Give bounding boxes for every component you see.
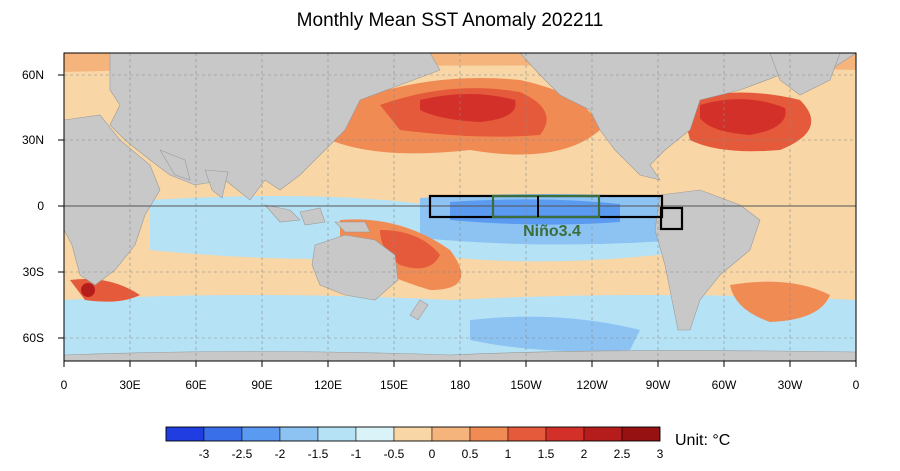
map-gridlines <box>64 53 856 361</box>
colorbar-swatches <box>165 426 661 442</box>
colorbar-label: 2.5 <box>614 447 631 461</box>
lat-label-60s: 60S <box>23 331 44 345</box>
land-eurasia <box>109 53 441 201</box>
lon-label-90w: 90W <box>646 378 671 392</box>
lat-labels: 60N 30N 0 30S 60S <box>22 68 44 345</box>
colorbar-swatch <box>393 426 433 442</box>
colorbar-swatch <box>241 426 281 442</box>
colorbar-label: 1.5 <box>538 447 555 461</box>
lon-label-120e: 120E <box>314 378 342 392</box>
colorbar-swatch <box>355 426 395 442</box>
land-arabia <box>159 149 191 181</box>
colorbar-label: -2 <box>275 447 286 461</box>
lon-label-60w: 60W <box>712 378 737 392</box>
lon-label-150e: 150E <box>380 378 408 392</box>
lon-label-90e: 90E <box>251 378 272 392</box>
colorbar-label: -3 <box>199 447 210 461</box>
colorbar-labels: -3 -2.5 -2 -1.5 -1 -0.5 0 0.5 1 1.5 2 2.5 3 <box>199 447 664 461</box>
colorbar-label: -0.5 <box>384 447 405 461</box>
unit-label: Unit: °C <box>675 432 731 449</box>
colorbar-frame <box>165 426 661 442</box>
colorbar-swatch <box>279 426 319 442</box>
colorbar-label: -1.5 <box>308 447 329 461</box>
colorbar-label: -1 <box>351 447 362 461</box>
land-borneo <box>299 207 326 226</box>
nino-region-boxes <box>428 194 684 231</box>
land-greenland <box>769 53 841 96</box>
colorbar-label: 0.5 <box>462 447 479 461</box>
colorbar-swatch <box>317 426 357 442</box>
land-india <box>204 169 229 199</box>
lon-label-180: 180 <box>450 378 470 392</box>
map-title: Monthly Mean SST Anomaly 202211 <box>296 10 604 31</box>
colorbar-swatch <box>583 426 623 442</box>
colorbar-label: -2.5 <box>232 447 253 461</box>
lon-label-0-right: 0 <box>853 378 860 392</box>
warm-spot-south-indian <box>81 283 95 297</box>
land-new-guinea <box>334 221 371 233</box>
colorbar-label: 0 <box>429 447 436 461</box>
lon-label-30e: 30E <box>119 378 140 392</box>
lat-label-30n: 30N <box>22 133 44 147</box>
lon-label-60e: 60E <box>185 378 206 392</box>
cool-core-nino <box>450 199 620 225</box>
colorbar-label: 3 <box>657 447 664 461</box>
lat-ticks <box>58 74 64 339</box>
colorbar-swatch <box>469 426 509 442</box>
nino34-box <box>491 194 601 219</box>
colorbar-label: 2 <box>581 447 588 461</box>
colorbar-swatch <box>203 426 243 442</box>
lon-labels: 0 30E 60E 90E 120E 150E 180 150W 120W 90… <box>61 378 860 392</box>
colorbar-swatch <box>507 426 547 442</box>
colorbar-swatch <box>545 426 585 442</box>
nino34-label: Niño3.4 <box>523 223 581 240</box>
lon-ticks <box>63 361 857 367</box>
warm-core-north-atlantic <box>700 99 786 135</box>
colorbar-swatch <box>621 426 661 442</box>
lat-label-0: 0 <box>37 199 44 213</box>
warm-patch-south-atlantic <box>730 281 830 322</box>
lon-label-30w: 30W <box>778 378 803 392</box>
warm-peak-north-pacific <box>420 94 516 122</box>
lon-label-0: 0 <box>61 378 68 392</box>
cool-patch-south-pacific <box>470 316 640 352</box>
colorbar-label: 1 <box>505 447 512 461</box>
lat-label-60n: 60N <box>22 68 44 82</box>
colorbar-swatch <box>165 426 205 442</box>
land-sumatra <box>264 204 301 223</box>
land-new-zealand <box>409 299 429 321</box>
colorbar-swatch <box>431 426 471 442</box>
lon-label-150w: 150W <box>510 378 542 392</box>
lon-label-120w: 120W <box>576 378 608 392</box>
colorbar: -3 -2.5 -2 -1.5 -1 -0.5 0 0.5 1 1.5 2 2.5 3 <box>165 426 664 461</box>
land-australia <box>311 234 399 301</box>
land <box>64 53 856 361</box>
nino12-box <box>659 206 684 231</box>
map-field: Niño3.4 <box>64 53 856 361</box>
lat-label-30s: 30S <box>23 265 44 279</box>
